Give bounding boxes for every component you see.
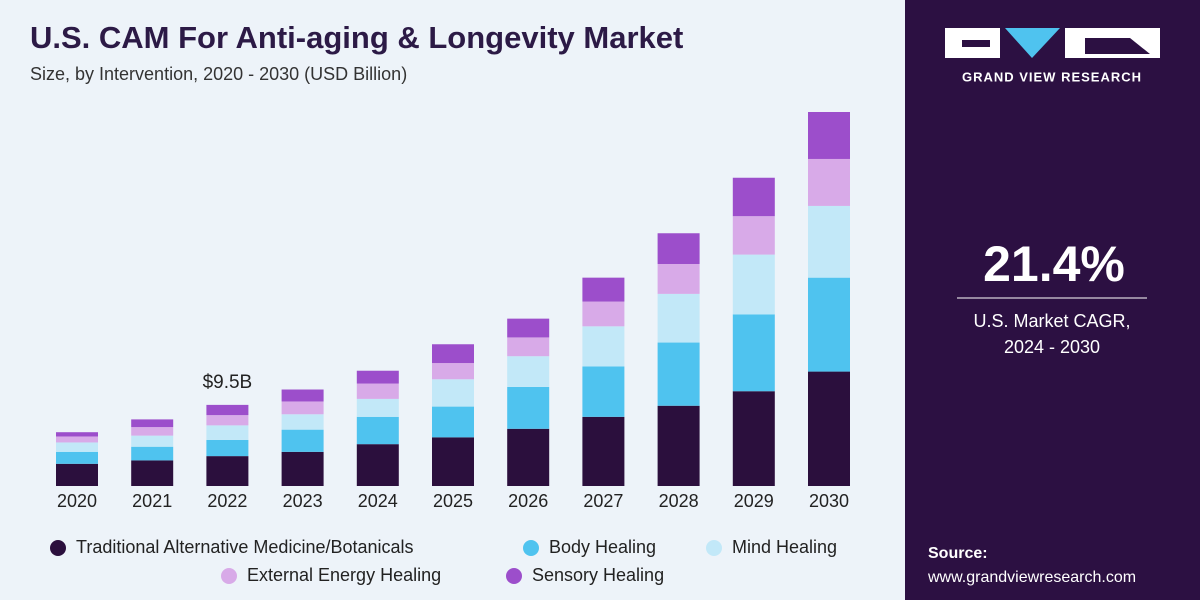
bar-segment — [808, 205, 850, 278]
legend-marker — [523, 540, 539, 556]
source-label: Source: — [928, 545, 988, 562]
bar-segment — [131, 460, 174, 486]
bar-segment — [131, 427, 174, 436]
x-tick-label: 2022 — [207, 491, 247, 511]
chart-subtitle: Size, by Intervention, 2020 - 2030 (USD … — [30, 64, 407, 84]
legend-label: Body Healing — [549, 537, 656, 557]
legend-label: Traditional Alternative Medicine/Botanic… — [76, 537, 414, 557]
bar-segment — [56, 463, 98, 486]
cagr-label: U.S. Market CAGR, — [973, 311, 1130, 331]
bar-segment — [582, 301, 625, 327]
x-tick-label: 2020 — [57, 491, 97, 511]
x-tick-label: 2026 — [508, 491, 548, 511]
bar-segment — [432, 437, 474, 486]
bar-segment — [356, 416, 399, 445]
bar-segment — [281, 451, 324, 486]
bar-segment — [507, 386, 550, 429]
x-tick-label: 2021 — [132, 491, 172, 511]
bar-segment — [206, 415, 249, 426]
logo — [945, 28, 1160, 58]
legend-marker — [506, 568, 522, 584]
x-tick-label: 2029 — [734, 491, 774, 511]
bar-segment — [56, 432, 98, 437]
x-tick-label: 2028 — [659, 491, 699, 511]
bar-segment — [507, 428, 550, 486]
chart-title: U.S. CAM For Anti-aging & Longevity Mark… — [30, 20, 683, 55]
bar-segment — [206, 404, 249, 416]
bar-segment — [507, 337, 550, 357]
bar-segment — [56, 451, 98, 464]
x-tick-label: 2030 — [809, 491, 849, 511]
bar-segment — [432, 379, 474, 407]
bar-segment — [808, 112, 850, 159]
legend-marker — [706, 540, 722, 556]
bar-segment — [432, 344, 474, 364]
bar-segment — [432, 406, 474, 438]
x-tick-label: 2024 — [358, 491, 398, 511]
bar-segment — [582, 416, 625, 486]
cagr-value: 21.4% — [983, 236, 1125, 292]
legend-label: Mind Healing — [732, 537, 837, 557]
bar-segment — [56, 436, 98, 443]
legend-label: Sensory Healing — [532, 565, 664, 585]
bar-segment — [281, 389, 324, 402]
bar-segment — [206, 456, 249, 486]
bar-segment — [657, 293, 700, 343]
bar-segment — [281, 401, 324, 415]
bar-segment — [808, 158, 850, 206]
bar-segment — [732, 254, 775, 315]
brand: GRAND VIEW RESEARCH — [962, 69, 1142, 84]
bar-segment — [657, 405, 700, 486]
legend-label: External Energy Healing — [247, 565, 441, 585]
bar-segment — [657, 342, 700, 406]
bar-segment — [657, 263, 700, 294]
cagr-period: 2024 - 2030 — [1004, 337, 1100, 357]
x-tick-label: 2025 — [433, 491, 473, 511]
value-label: $9.5B — [203, 372, 253, 393]
bar-segment — [732, 314, 775, 392]
bar-segment — [131, 446, 174, 461]
bar-segment — [582, 326, 625, 367]
bar-segment — [356, 370, 399, 384]
bar-segment — [732, 216, 775, 255]
bar-segment — [206, 425, 249, 440]
bar-segment — [582, 366, 625, 417]
x-tick-label: 2023 — [283, 491, 323, 511]
bar-segment — [56, 442, 98, 452]
bar-segment — [582, 277, 625, 302]
bar-segment — [281, 414, 324, 430]
side-panel — [905, 0, 1200, 600]
bar-segment — [356, 398, 399, 417]
bar-segment — [432, 363, 474, 380]
legend-marker — [50, 540, 66, 556]
bar-segment — [657, 233, 700, 264]
bar-segment — [131, 435, 174, 447]
bar-segment — [507, 356, 550, 387]
bar-segment — [808, 371, 850, 486]
bar-segment — [131, 419, 174, 428]
bar-segment — [356, 383, 399, 399]
x-tick-label: 2027 — [583, 491, 623, 511]
bar-segment — [356, 444, 399, 486]
bar-segment — [507, 318, 550, 338]
bar-segment — [732, 391, 775, 486]
bar-segment — [732, 177, 775, 217]
bar-segment — [808, 277, 850, 372]
source-url: www.grandviewresearch.com — [927, 569, 1136, 586]
bar-segment — [281, 429, 324, 452]
bar-segment — [206, 439, 249, 457]
legend-marker — [221, 568, 237, 584]
